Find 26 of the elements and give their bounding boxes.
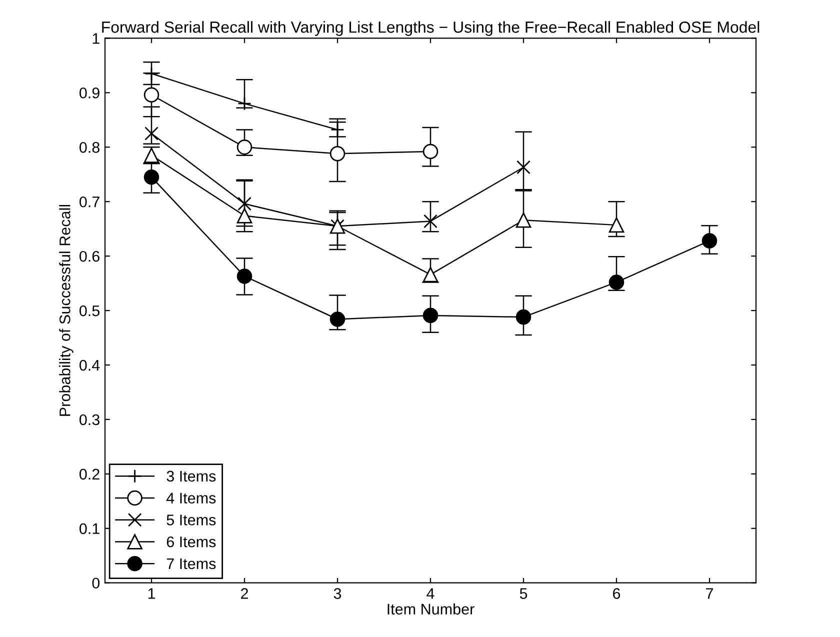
x-axis-title: Item Number <box>388 603 474 615</box>
y-tick-label: 0.2 <box>80 468 100 480</box>
chart-title: Forward Serial Recall with Varying List Lengths − Using the Free−Recall Enabled OSE Model <box>102 21 760 36</box>
x-tick-label: 2 <box>241 588 248 599</box>
x-tick-label: 3 <box>334 588 342 599</box>
y-tick-label: 0.8 <box>80 142 100 153</box>
x-tick-label: 6 <box>613 588 620 599</box>
y-tick-label: 0.7 <box>80 196 100 208</box>
y-tick-label: 0.4 <box>80 360 100 371</box>
y-tick-label: 0 <box>92 578 100 589</box>
y-axis-title: Probability of Successful Recall <box>59 204 74 416</box>
legend-label: 5 Items <box>166 514 216 526</box>
y-tick-label: 0.3 <box>80 414 100 426</box>
y-tick-label: 0.5 <box>80 305 100 316</box>
legend-label: 3 Items <box>166 470 216 482</box>
legend-label: 4 Items <box>166 492 216 504</box>
x-tick-label: 1 <box>148 588 156 599</box>
x-tick-label: 5 <box>520 588 528 599</box>
x-tick-label: 4 <box>426 588 434 599</box>
legend-label: 6 Items <box>166 536 216 548</box>
y-tick-label: 0.1 <box>80 523 100 534</box>
y-tick-label: 0.6 <box>80 250 100 262</box>
x-tick-label: 7 <box>706 588 713 599</box>
legend-label: 7 Items <box>166 558 216 570</box>
y-tick-label: 0.9 <box>80 88 100 98</box>
y-tick-label: 1 <box>92 33 100 44</box>
